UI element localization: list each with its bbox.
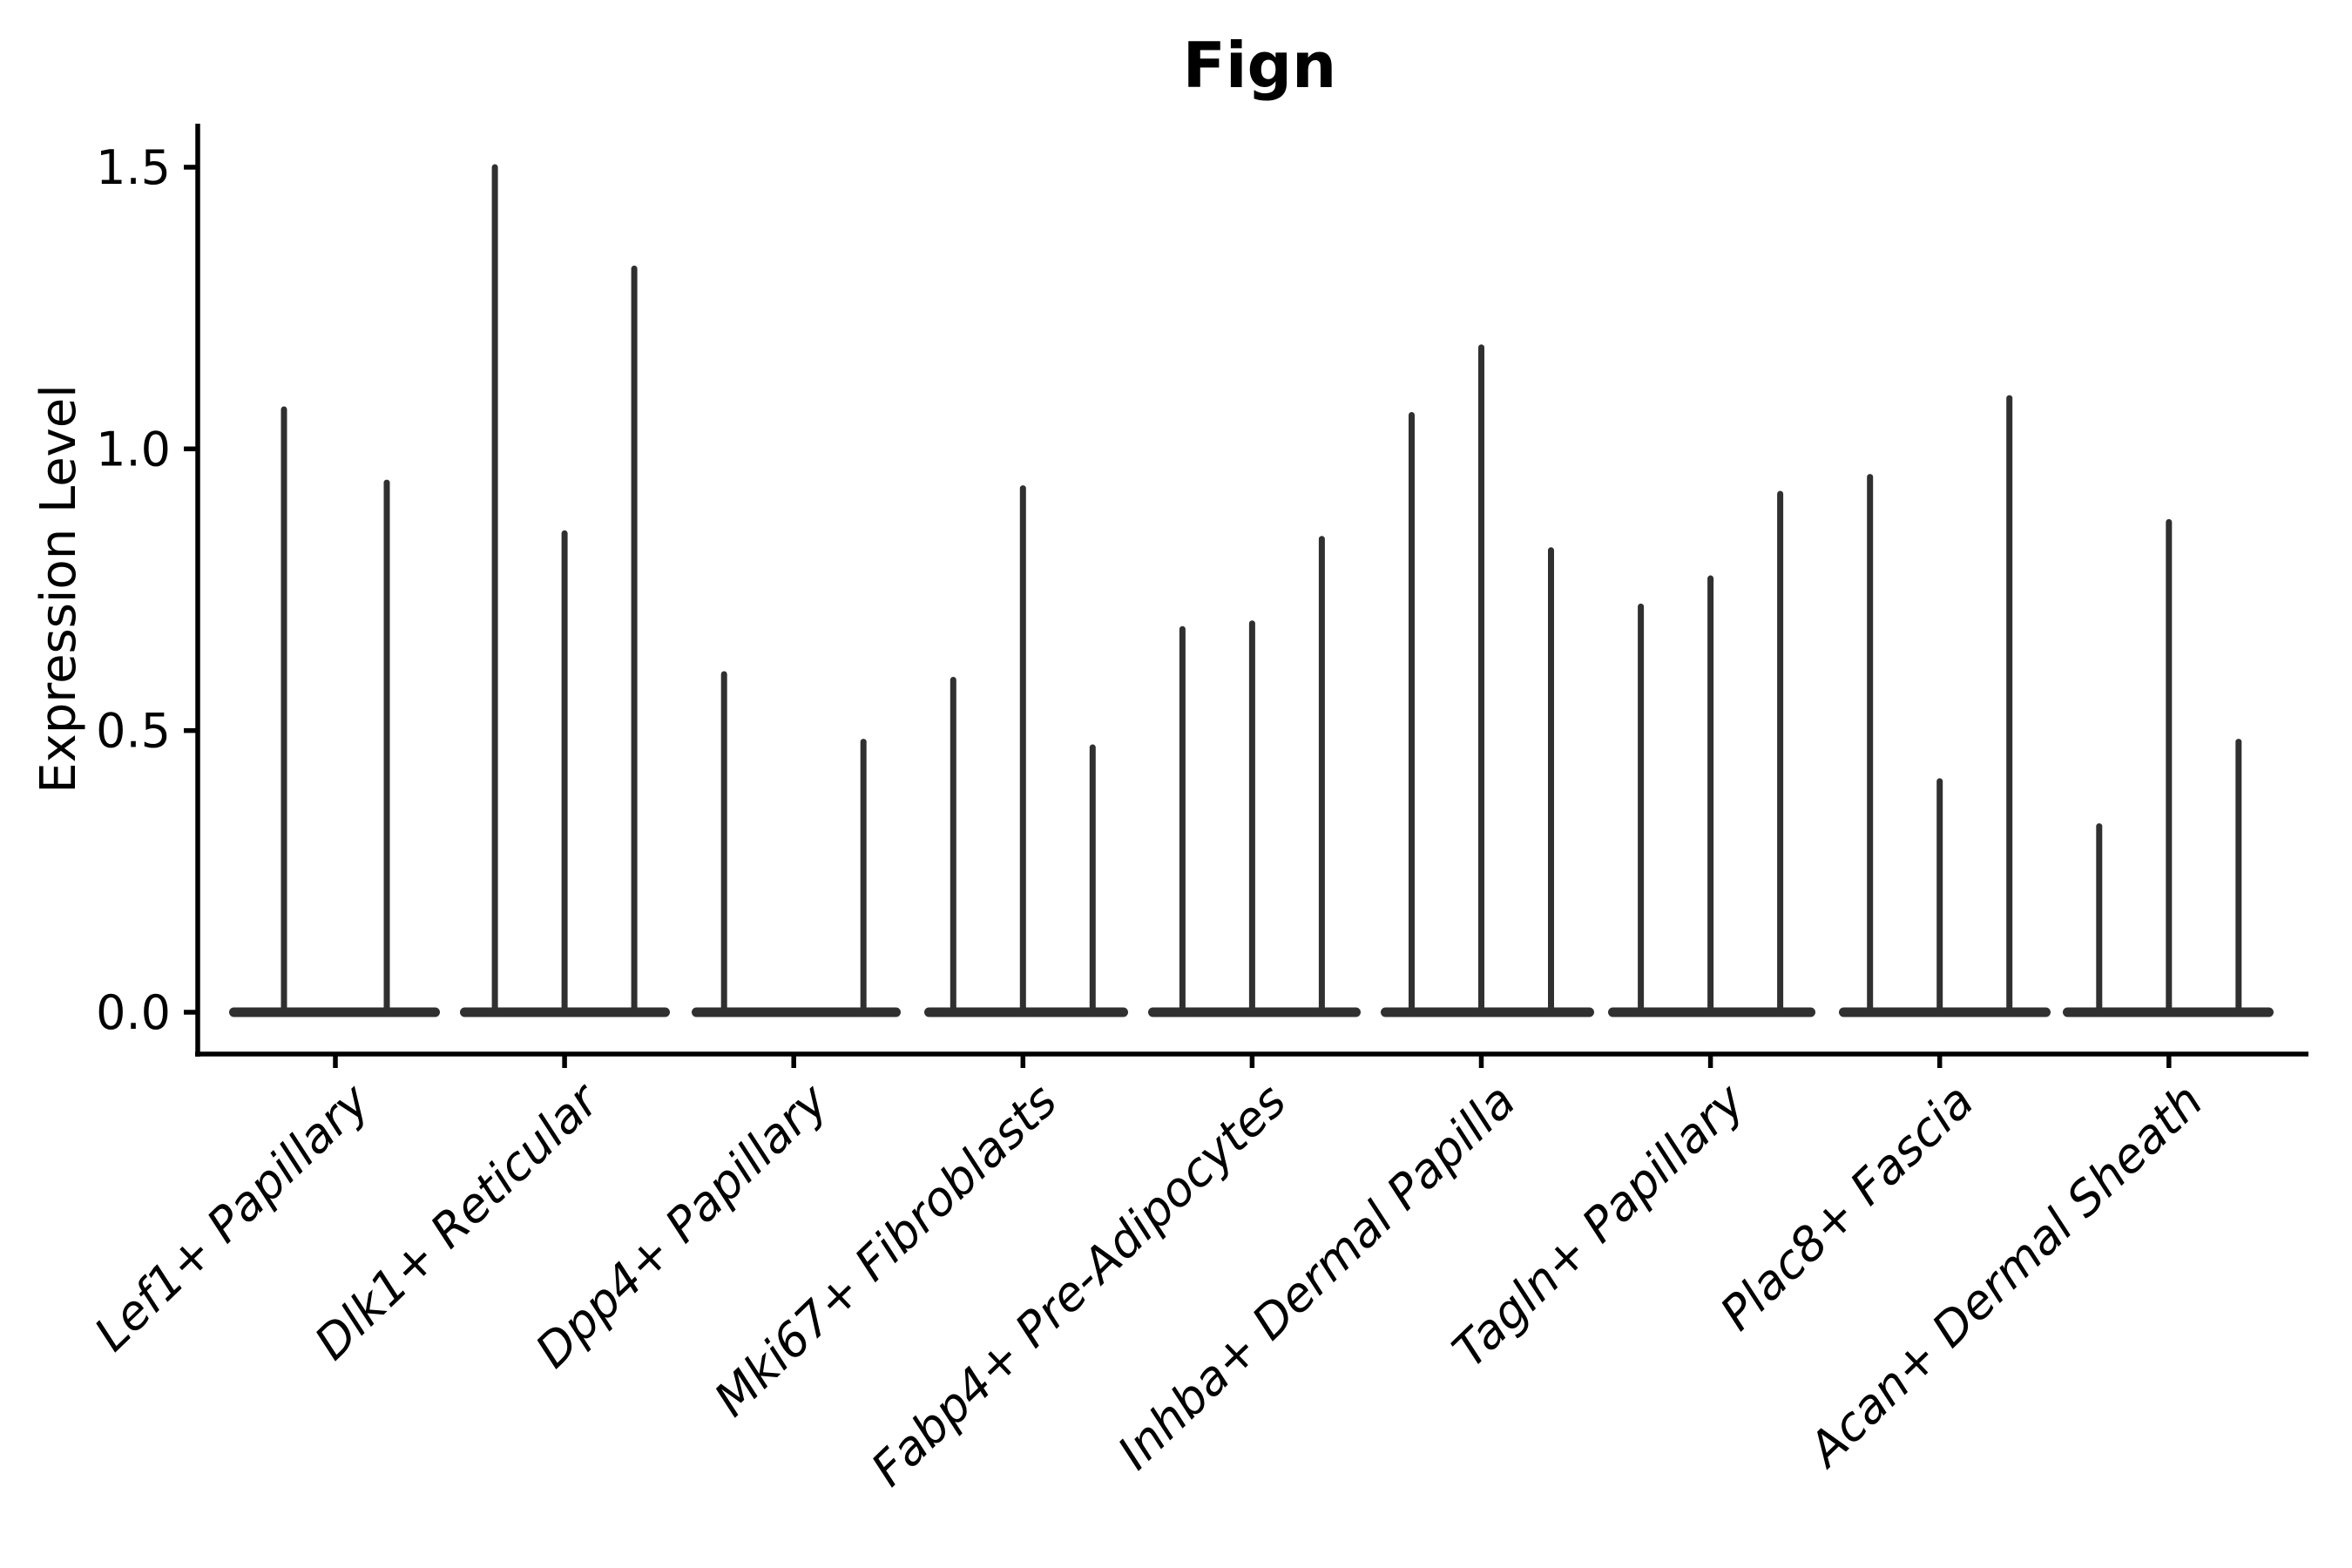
- y-tick-label: 0.5: [96, 704, 171, 759]
- x-tick-label: Fabp4+ Pre-Adipocytes: [861, 1073, 1296, 1497]
- violin-baseline: [229, 1007, 440, 1017]
- violin-baseline: [924, 1007, 1128, 1017]
- violin-baseline: [692, 1007, 901, 1017]
- y-tick-label: 1.5: [96, 140, 171, 195]
- y-axis-label: Expression Level: [30, 384, 87, 794]
- violin-baseline: [1839, 1007, 2051, 1017]
- violin-baseline: [1381, 1007, 1594, 1017]
- y-tick-label: 1.0: [96, 422, 171, 476]
- x-tick-label: Inhba+ Dermal Papilla: [1107, 1073, 1525, 1480]
- chart-title: Fign: [1183, 29, 1337, 102]
- x-tick-label: Acan+ Dermal Sheath: [1796, 1073, 2213, 1478]
- y-tick-label: 0.0: [96, 985, 171, 1040]
